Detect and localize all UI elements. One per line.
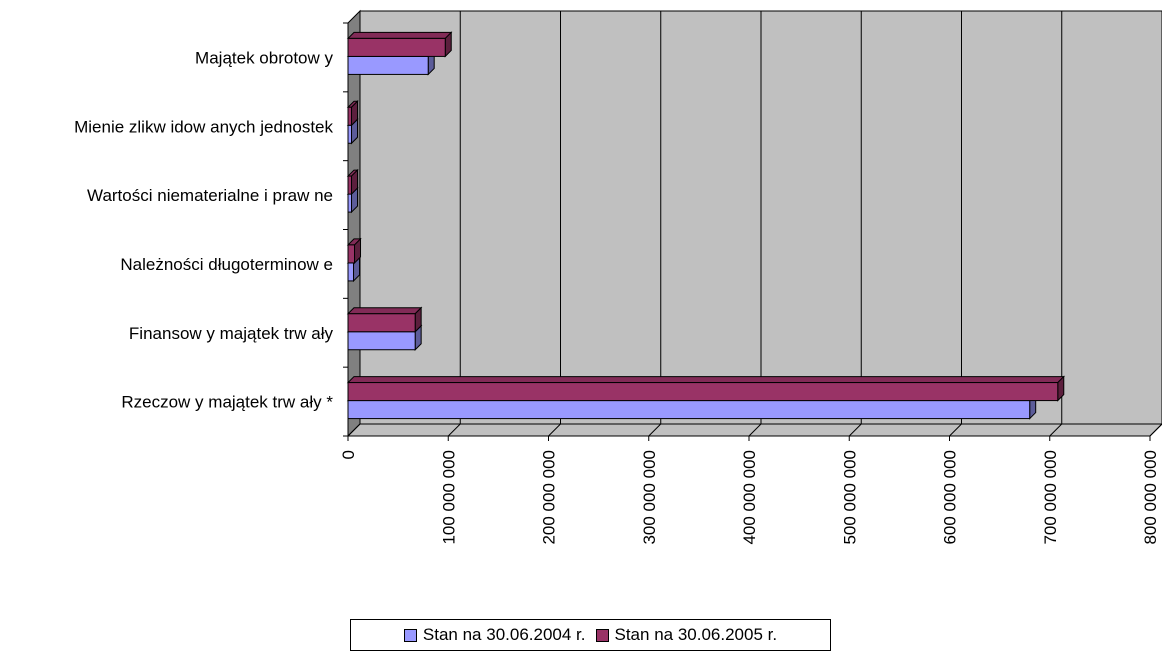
bar-2005 bbox=[348, 239, 361, 263]
category-label: Wartości niematerialne i praw ne bbox=[87, 186, 333, 205]
bar-front-face bbox=[348, 401, 1030, 419]
bar-front-face bbox=[348, 125, 352, 143]
category-label: Finansow y majątek trw ały bbox=[129, 324, 334, 343]
legend: Stan na 30.06.2004 r. Stan na 30.06.2005… bbox=[350, 619, 831, 651]
category-label: Rzeczow y majątek trw ały * bbox=[121, 393, 333, 412]
legend-swatch-2004 bbox=[404, 629, 417, 642]
x-tick-label: 700 000 000 bbox=[1041, 450, 1060, 545]
x-tick-label: 0 bbox=[339, 450, 358, 459]
x-tick-label: 500 000 000 bbox=[840, 450, 859, 545]
bar-front-face bbox=[348, 56, 428, 74]
legend-swatch-2005 bbox=[596, 629, 609, 642]
x-tick-label: 600 000 000 bbox=[941, 450, 960, 545]
x-tick-label: 400 000 000 bbox=[740, 450, 759, 545]
legend-item-2004: Stan na 30.06.2004 r. bbox=[404, 625, 586, 645]
bar-front-face bbox=[348, 332, 415, 350]
bar-front-face bbox=[348, 245, 355, 263]
category-labels: Rzeczow y majątek trw ały * Finansow y ma… bbox=[74, 48, 333, 411]
bar-front-face bbox=[348, 314, 415, 332]
bar-front-face bbox=[348, 263, 354, 281]
category-label: Mienie zlikw idow anych jednostek bbox=[74, 117, 333, 136]
bar-top-face bbox=[348, 308, 421, 314]
bar-chart: 0 100 000 000 200 000 000 300 000 000 400 00… bbox=[0, 0, 1162, 620]
x-axis-ticks: 0 100 000 000 200 000 000 300 000 000 400 00… bbox=[339, 436, 1160, 545]
bar-2005 bbox=[348, 32, 451, 56]
bar-front-face bbox=[348, 38, 445, 56]
category-label: Należności długoterminow e bbox=[120, 255, 333, 274]
bar-front-face bbox=[348, 383, 1058, 401]
chart-walls bbox=[348, 11, 1162, 436]
x-tick-label: 800 000 000 bbox=[1141, 450, 1160, 545]
category-label: Majątek obrotow y bbox=[195, 48, 333, 67]
bar-2005 bbox=[348, 377, 1064, 401]
legend-label-2005: Stan na 30.06.2005 r. bbox=[615, 625, 778, 645]
x-tick-label: 100 000 000 bbox=[439, 450, 458, 545]
x-tick-label: 300 000 000 bbox=[640, 450, 659, 545]
legend-label-2004: Stan na 30.06.2004 r. bbox=[423, 625, 586, 645]
legend-item-2005: Stan na 30.06.2005 r. bbox=[596, 625, 778, 645]
x-tick-label: 200 000 000 bbox=[540, 450, 559, 545]
bar-top-face bbox=[348, 377, 1064, 383]
bar-front-face bbox=[348, 194, 352, 212]
bar-front-face bbox=[348, 176, 352, 194]
bar-front-face bbox=[348, 107, 352, 125]
bar-2005 bbox=[348, 308, 421, 332]
bar-top-face bbox=[348, 32, 451, 38]
